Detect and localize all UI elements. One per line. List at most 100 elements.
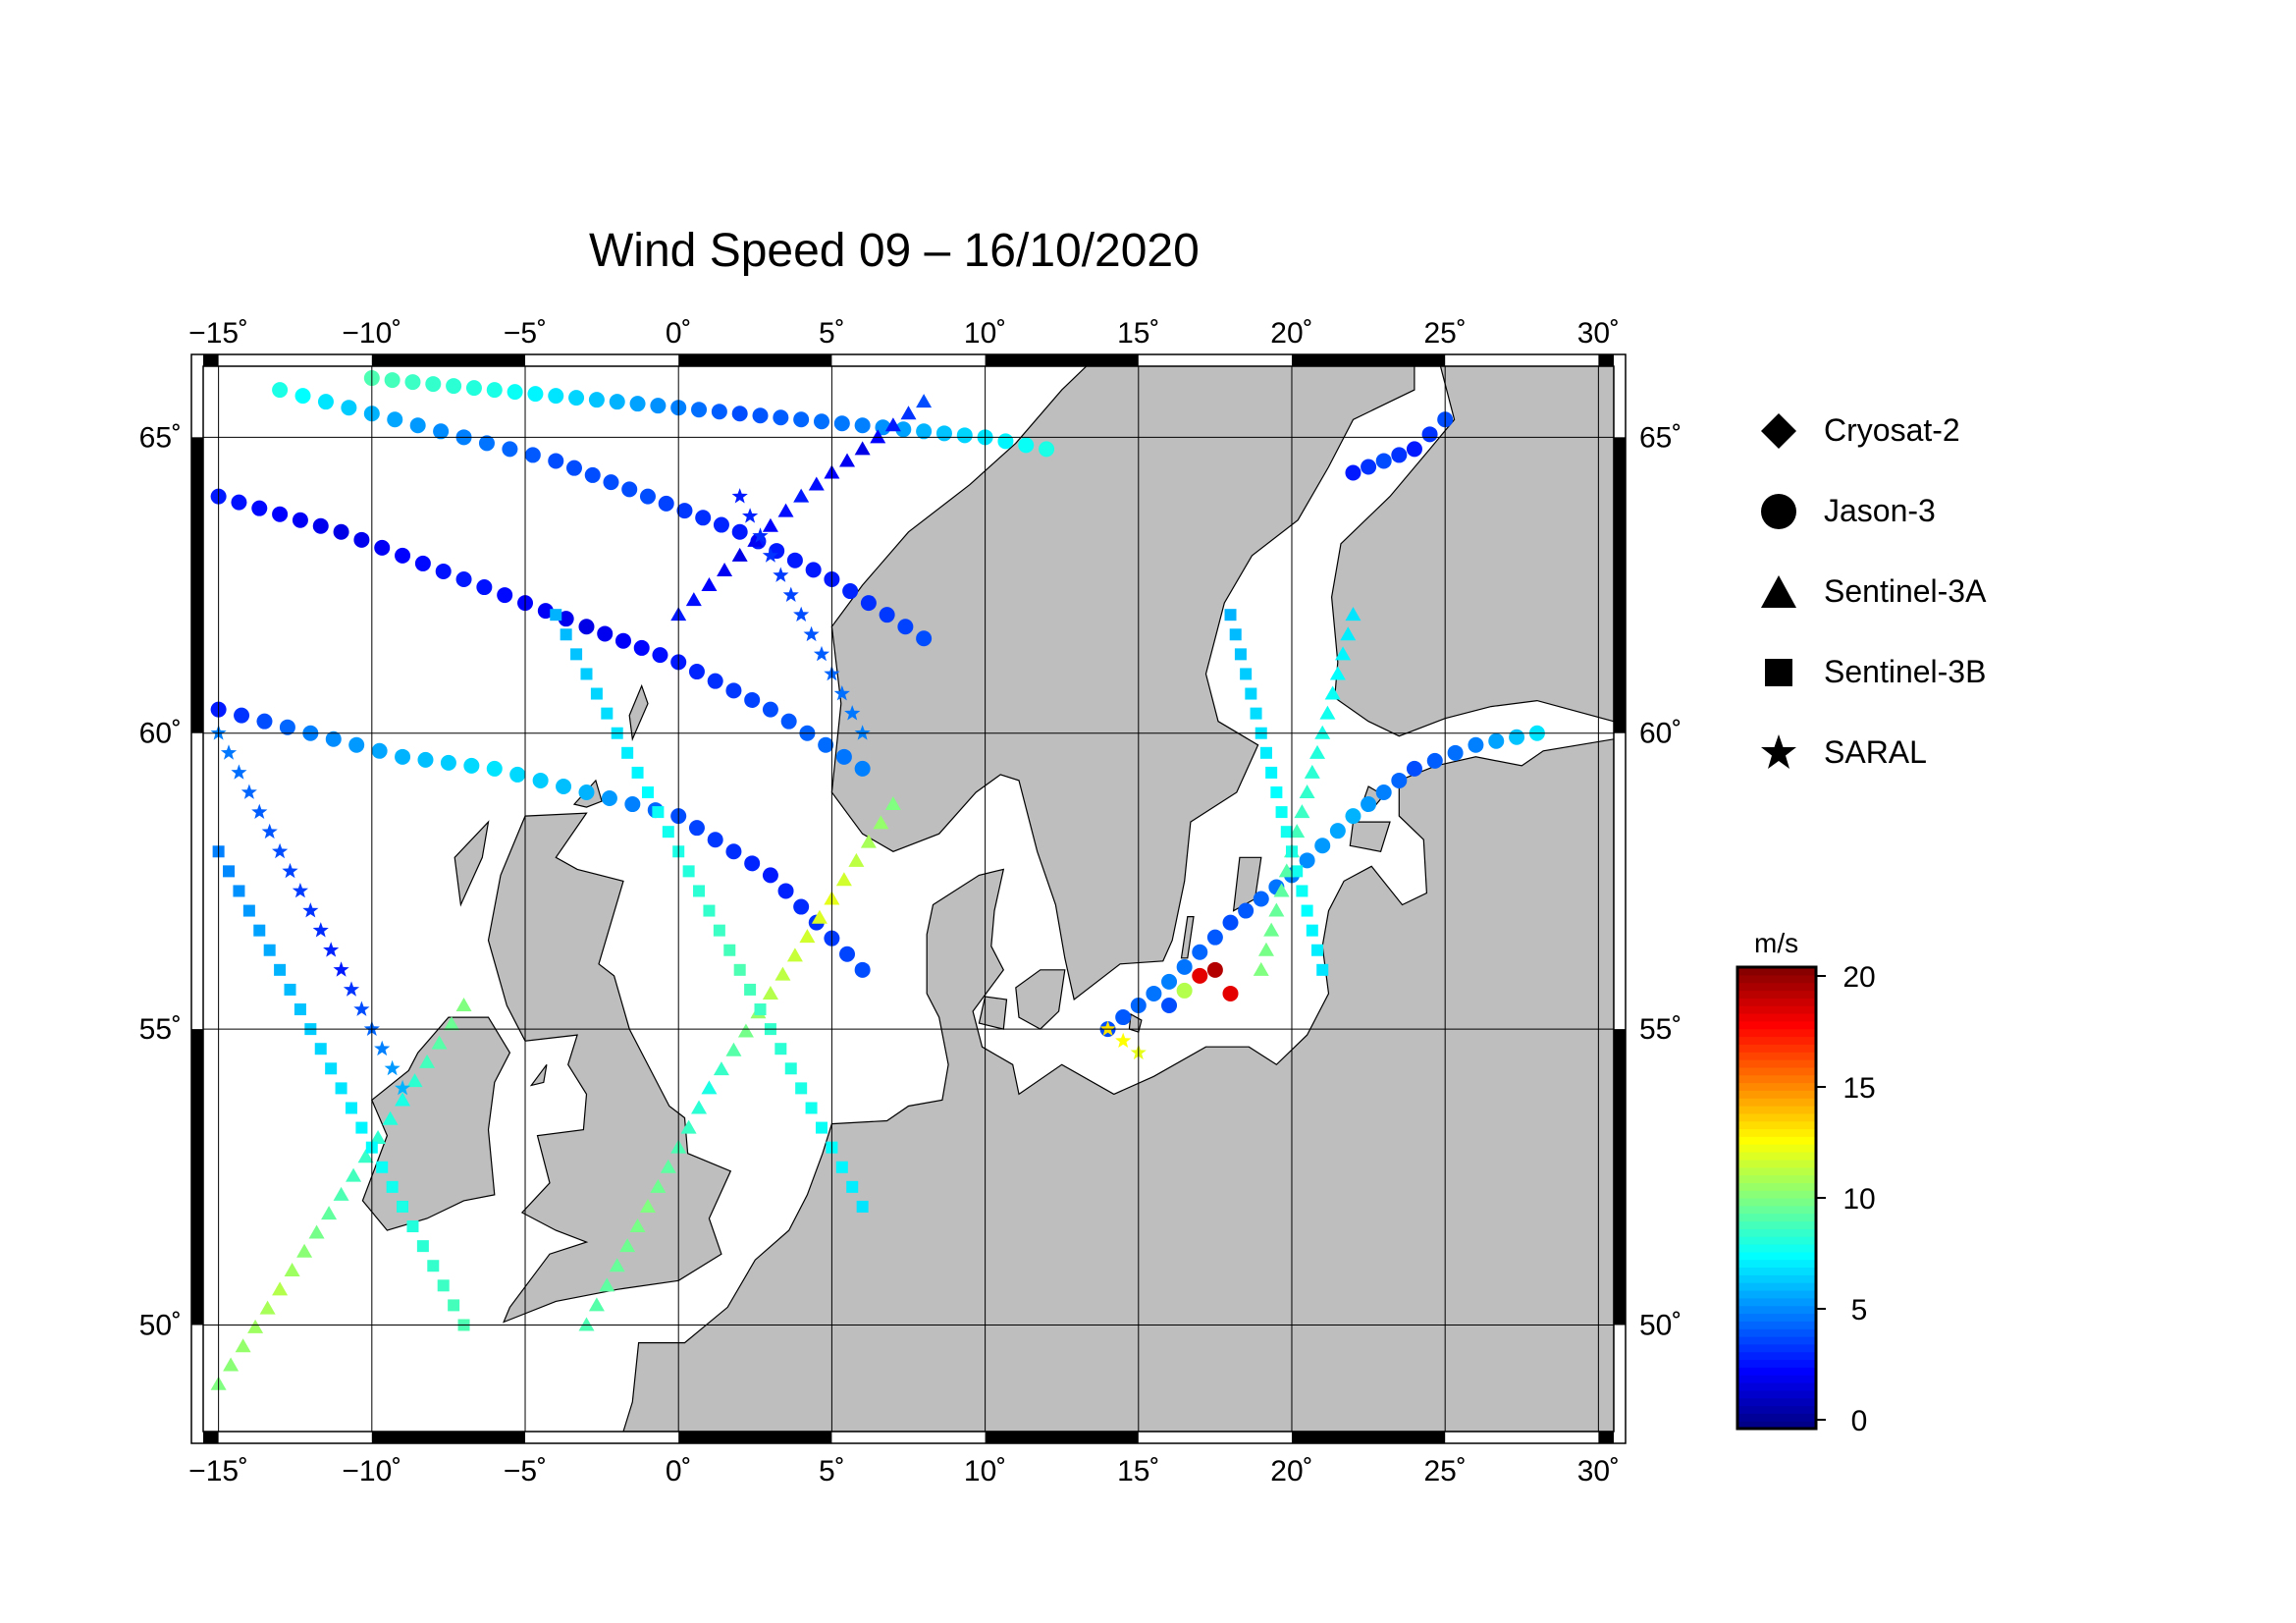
legend-label: Sentinel-3A xyxy=(1824,573,1987,609)
colorbar-segment xyxy=(1737,1166,1816,1176)
data-point xyxy=(731,523,748,540)
data-point xyxy=(395,1092,411,1107)
lon-tick-label-bottom: 20˚ xyxy=(1270,1455,1312,1488)
data-point xyxy=(317,394,334,410)
data-point xyxy=(707,673,723,689)
data-point xyxy=(685,592,702,607)
data-point xyxy=(1314,838,1331,854)
data-point xyxy=(371,742,388,759)
lon-tick-label-bottom: 10˚ xyxy=(964,1455,1006,1488)
data-point xyxy=(997,433,1014,450)
data-point xyxy=(1301,904,1313,917)
data-point xyxy=(584,466,601,483)
data-point xyxy=(296,1243,313,1258)
data-point xyxy=(1311,944,1324,956)
data-point xyxy=(676,503,693,519)
data-point xyxy=(701,577,718,592)
data-point xyxy=(752,527,769,543)
data-point xyxy=(762,517,778,532)
data-point xyxy=(717,562,733,576)
data-point xyxy=(463,757,480,774)
data-point xyxy=(624,796,641,813)
data-point xyxy=(842,583,859,600)
data-point xyxy=(744,983,757,996)
data-point xyxy=(916,394,933,408)
data-point xyxy=(1229,628,1242,641)
data-point xyxy=(731,547,748,562)
data-point xyxy=(742,508,759,523)
data-point xyxy=(448,1299,460,1312)
data-point xyxy=(537,603,554,620)
data-point xyxy=(1234,648,1247,661)
data-point xyxy=(784,1062,797,1075)
data-point xyxy=(744,691,761,708)
data-point xyxy=(476,579,493,596)
legend-item-sentinel3b: Sentinel-3B xyxy=(1757,615,1986,730)
colorbar-segment xyxy=(1737,1228,1816,1237)
land-shetland xyxy=(628,683,649,742)
data-point xyxy=(805,1102,818,1114)
data-point xyxy=(833,415,850,432)
data-point xyxy=(387,411,403,428)
data-point xyxy=(793,606,810,622)
data-point xyxy=(357,1149,374,1163)
frame-band xyxy=(203,1432,219,1443)
data-point xyxy=(323,942,340,957)
data-point xyxy=(774,1043,787,1055)
data-point xyxy=(805,562,822,578)
data-point xyxy=(312,922,329,938)
data-point xyxy=(374,539,391,556)
data-point xyxy=(578,619,595,635)
data-point xyxy=(895,421,912,438)
lon-tick-label-top: 0˚ xyxy=(666,317,692,350)
satellite-points xyxy=(210,370,1545,1390)
colorbar-segment xyxy=(1737,1020,1816,1030)
colorbar-segment xyxy=(1737,1305,1816,1315)
data-point xyxy=(1268,902,1285,917)
colorbar-segment xyxy=(1737,1090,1816,1099)
colorbar-tick-label: 20 xyxy=(1842,961,1875,994)
colorbar-segment xyxy=(1737,1313,1816,1322)
lon-tick-label-top: −5˚ xyxy=(504,317,547,350)
data-point xyxy=(774,966,791,981)
data-point xyxy=(343,981,360,997)
data-point xyxy=(588,1297,605,1312)
data-point xyxy=(854,725,871,740)
data-point xyxy=(1039,441,1055,458)
data-point xyxy=(1265,766,1278,779)
data-point xyxy=(333,961,349,977)
lon-tick-label-bottom: 30˚ xyxy=(1577,1455,1620,1488)
data-point xyxy=(294,1003,306,1016)
data-point xyxy=(786,947,803,962)
data-point xyxy=(1361,459,1377,475)
data-point xyxy=(282,862,298,879)
data-point xyxy=(633,639,650,656)
lon-tick-label-top: 25˚ xyxy=(1424,317,1467,350)
colorbar-unit: m/s xyxy=(1754,928,1799,958)
land-oland xyxy=(1180,916,1195,959)
data-point xyxy=(875,419,891,436)
data-point xyxy=(312,517,329,534)
data-point xyxy=(1259,746,1272,759)
data-point xyxy=(233,885,245,897)
data-point xyxy=(1335,646,1352,661)
legend-item-sentinel3a: Sentinel-3A xyxy=(1757,534,1986,649)
data-point xyxy=(1176,958,1193,975)
data-point xyxy=(835,1161,848,1173)
lon-tick-label-top: 30˚ xyxy=(1577,317,1620,350)
data-point xyxy=(1509,729,1525,745)
data-point xyxy=(833,685,850,701)
data-point xyxy=(261,823,278,839)
data-point xyxy=(660,1159,676,1173)
colorbar-segment xyxy=(1737,1098,1816,1107)
chart-title: Wind Speed 09 – 16/10/2020 xyxy=(589,225,1200,277)
colorbar-segment xyxy=(1737,1066,1816,1076)
lat-tick-label-left: 65˚ xyxy=(139,421,182,454)
data-point xyxy=(1319,705,1336,720)
data-point xyxy=(395,1079,411,1096)
data-point xyxy=(688,820,705,837)
data-point xyxy=(1176,982,1193,999)
data-point xyxy=(658,495,674,512)
data-point xyxy=(406,1220,419,1233)
lon-tick-label-bottom: 25˚ xyxy=(1424,1455,1467,1488)
